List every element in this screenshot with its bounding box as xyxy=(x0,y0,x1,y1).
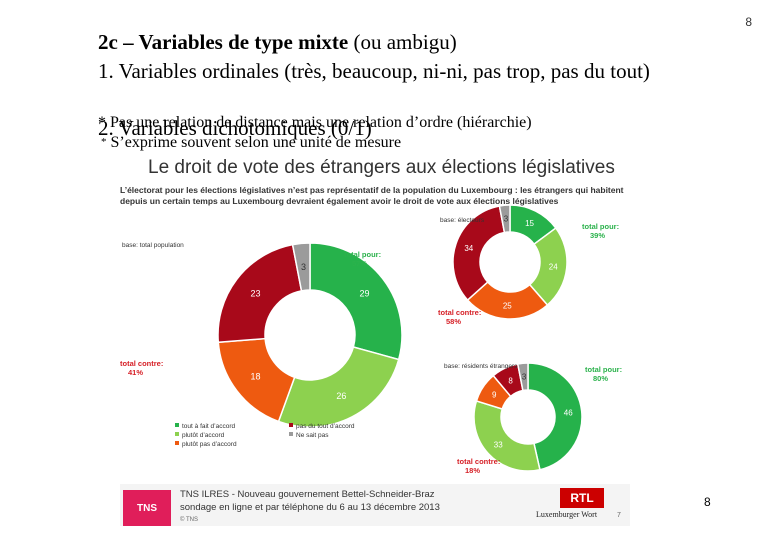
total-pour-label: total pour: xyxy=(582,222,619,231)
total-contre-value: 18% xyxy=(465,466,480,475)
title-rest: (ou ambigu) xyxy=(348,30,457,54)
footer-text: TNS ILRES - Nouveau gouvernement Bettel-… xyxy=(180,488,540,527)
total-pour-label: total pour: xyxy=(344,250,381,259)
legend-label: plutôt d’accord xyxy=(182,432,225,439)
donut-segment xyxy=(473,400,541,472)
donut-segment xyxy=(291,242,311,292)
page-number-top: 8 xyxy=(745,15,752,29)
slide-title: 2c – Variables de type mixte (ou ambigu)… xyxy=(98,28,718,86)
segment-value-label: 3 xyxy=(522,373,527,382)
legend-label: Ne sait pas xyxy=(296,432,329,439)
segment-value-label: 46 xyxy=(564,409,573,418)
embedded-figure: Le droit de vote des étrangers aux élect… xyxy=(110,155,635,532)
bullet-unit-text: S’exprime souvent selon une unité de mes… xyxy=(110,134,402,151)
overlapping-lines: * Pas une relation de distance mais une … xyxy=(98,114,738,144)
donut-segment xyxy=(452,205,506,302)
figure-subtitle: L’électorat pour les élections législati… xyxy=(120,185,624,206)
dichotomous-heading: 2. Variables dichotomiques (0/1) xyxy=(98,116,372,140)
total-contre-value: 58% xyxy=(446,317,461,326)
segment-value-label: 9 xyxy=(492,391,497,400)
segment-value-label: 26 xyxy=(336,391,346,401)
luxemburger-wort-logo: Luxemburger Wort xyxy=(536,510,598,519)
total-pour-value: 80% xyxy=(593,374,608,383)
bullet-star: * xyxy=(101,136,107,148)
donut-segment xyxy=(309,242,403,361)
figure-page-number: 7 xyxy=(617,512,621,519)
segment-value-label: 8 xyxy=(508,376,513,385)
figure-title: Le droit de vote des étrangers aux élect… xyxy=(148,157,615,178)
donut-segment xyxy=(516,362,529,392)
segment-value-label: 18 xyxy=(250,371,260,381)
title-bold: 2c – Variables de type mixte xyxy=(98,30,349,54)
legend-swatch xyxy=(289,432,293,436)
total-contre-value: 41% xyxy=(128,368,143,377)
segment-value-label: 3 xyxy=(301,262,306,272)
donut-charts: 29 26 18 23 3 base: total population total pou… xyxy=(120,204,622,475)
chart-base-label: base: total population xyxy=(122,242,184,249)
segment-value-label: 24 xyxy=(549,263,558,272)
tns-logo: TNS xyxy=(123,490,171,526)
footer-copyright: © TNS xyxy=(180,517,198,523)
donut-segment xyxy=(217,243,303,344)
footer-band xyxy=(120,484,630,526)
donut-segment xyxy=(498,204,511,234)
bullet-unit: * S’exprime souvent selon une unité de me… xyxy=(101,134,401,152)
bullet-ordinal: * Pas une relation de distance mais une … xyxy=(98,114,532,131)
segment-value-label: 15 xyxy=(525,219,534,228)
page-number-bottom: 8 xyxy=(704,495,711,509)
legend-swatch xyxy=(289,423,293,427)
segment-value-label: 23 xyxy=(250,289,260,299)
donut-segment xyxy=(277,346,400,428)
donut-segment xyxy=(527,362,583,471)
total-pour-value: 57% xyxy=(352,259,367,268)
rtl-logo: RTL xyxy=(560,488,604,508)
legend-label: plutôt pas d’accord xyxy=(182,441,237,448)
legend-swatch xyxy=(175,423,179,427)
chart-base-label: base: résidents étrangers xyxy=(444,363,518,370)
legend-swatch xyxy=(175,441,179,445)
legend-label: pas du tout d’accord xyxy=(296,423,355,430)
total-contre-label: total contre: xyxy=(457,457,500,466)
total-pour-value: 39% xyxy=(590,231,605,240)
segment-value-label: 34 xyxy=(464,244,473,253)
title-line2: 1. Variables ordinales (très, beaucoup, … xyxy=(98,59,650,83)
segment-value-label: 33 xyxy=(494,440,503,449)
chart-base-label: base: électeurs xyxy=(440,217,485,224)
segment-value-label: 3 xyxy=(504,215,509,224)
total-contre-label: total contre: xyxy=(438,308,481,317)
legend-label: tout à fait d’accord xyxy=(182,423,235,430)
segment-value-label: 25 xyxy=(503,301,512,310)
footer-line1: TNS ILRES - Nouveau gouvernement Bettel-… xyxy=(180,489,435,500)
total-pour-label: total pour: xyxy=(585,365,622,374)
total-contre-label: total contre: xyxy=(120,359,163,368)
legend-swatch xyxy=(175,432,179,436)
footer-line2: sondage en ligne et par téléphone du 6 a… xyxy=(180,502,440,513)
segment-value-label: 29 xyxy=(360,289,370,299)
